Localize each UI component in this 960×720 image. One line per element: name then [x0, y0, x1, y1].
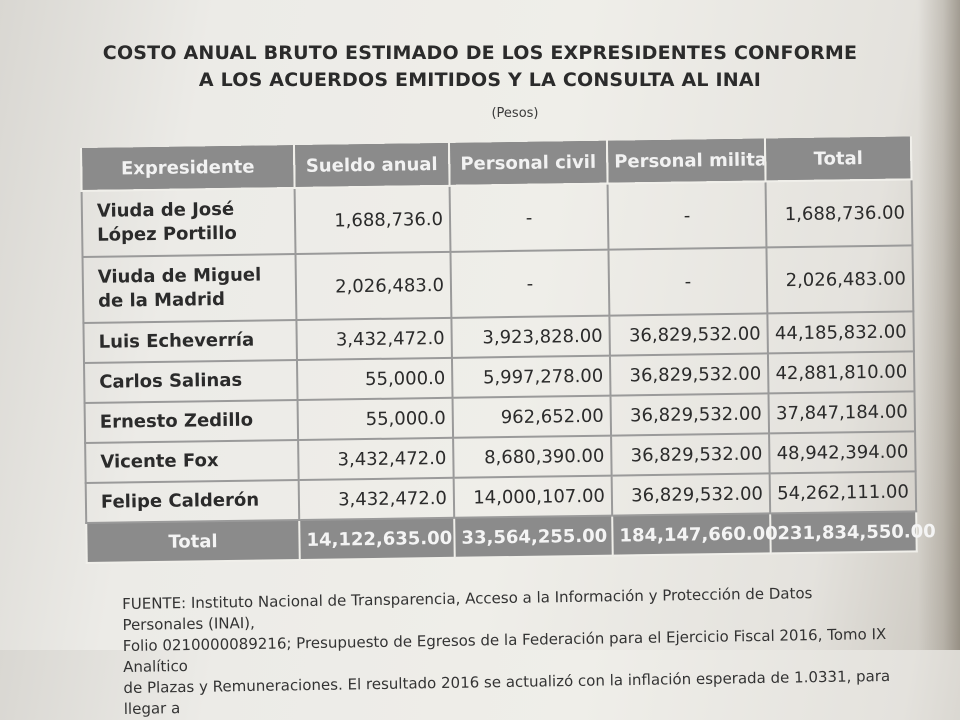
row-sueldo: 2,026,483.0: [295, 251, 452, 320]
table-row: Viuda de Miguel de la Madrid 2,026,483.0…: [82, 245, 914, 323]
row-militar: -: [608, 247, 768, 316]
row-sueldo: 3,432,472.0: [298, 477, 455, 520]
row-sueldo: 1,688,736.0: [294, 185, 451, 255]
source-footnote: FUENTE: Instituto Nacional de Transparen…: [122, 582, 894, 720]
row-name: Carlos Salinas: [84, 359, 298, 403]
row-civil: 5,997,278.00: [451, 355, 611, 398]
row-civil: 14,000,107.00: [453, 475, 613, 518]
title-line-1: COSTO ANUAL BRUTO ESTIMADO DE LOS EXPRES…: [102, 42, 858, 64]
row-sueldo: 55,000.0: [297, 397, 454, 440]
totals-civil: 33,564,255.00: [454, 515, 613, 558]
book-page-edge: [918, 0, 960, 650]
totals-militar: 184,147,660.00: [612, 513, 778, 556]
row-militar: 36,829,532.00: [611, 473, 771, 516]
row-militar: 36,829,532.00: [610, 393, 770, 436]
row-sueldo: 3,432,472.0: [298, 437, 454, 480]
row-total: 2,026,483.00: [766, 245, 914, 314]
units-subtitle: (Pesos): [491, 106, 539, 121]
row-civil: 962,652.00: [452, 395, 612, 438]
row-civil: -: [449, 183, 609, 252]
row-sueldo: 3,432,472.0: [296, 317, 452, 360]
costs-table: Expresidente Sueldo anual Personal civil…: [80, 136, 936, 564]
totals-sueldo: 14,122,635.00: [299, 517, 455, 560]
table-title: COSTO ANUAL BRUTO ESTIMADO DE LOS EXPRES…: [0, 40, 960, 94]
row-total: 54,262,111.00: [769, 471, 917, 514]
row-total: 37,847,184.00: [768, 391, 916, 434]
totals-label: Total: [86, 519, 300, 563]
row-total: 1,688,736.00: [765, 179, 913, 248]
row-total: 48,942,394.00: [769, 431, 916, 474]
row-total: 42,881,810.00: [767, 351, 915, 394]
row-civil: 8,680,390.00: [453, 435, 612, 478]
header-personal-militar: Personal militar: [606, 138, 766, 184]
row-name: Ernesto Zedillo: [84, 399, 299, 443]
row-name: Viuda de José López Portillo: [81, 188, 296, 257]
row-militar: 36,829,532.00: [609, 353, 769, 396]
row-militar: 36,829,532.00: [609, 313, 768, 356]
row-name: Viuda de Miguel de la Madrid: [82, 254, 297, 323]
row-name: Luis Echeverría: [83, 319, 297, 363]
header-personal-civil: Personal civil: [448, 140, 608, 186]
table-row: Viuda de José López Portillo 1,688,736.0…: [81, 179, 913, 257]
row-militar: -: [607, 181, 767, 250]
row-name: Felipe Calderón: [85, 479, 300, 523]
row-total: 44,185,832.00: [767, 311, 914, 354]
row-militar: 36,829,532.00: [611, 433, 770, 476]
header-sueldo-anual: Sueldo anual: [293, 142, 450, 189]
row-sueldo: 55,000.0: [296, 357, 453, 400]
row-civil: -: [450, 249, 610, 318]
header-total: Total: [764, 136, 912, 182]
title-line-2: A LOS ACUERDOS EMITIDOS Y LA CONSULTA AL…: [198, 69, 762, 91]
totals-total: 231,834,550.00: [770, 511, 936, 554]
row-name: Vicente Fox: [85, 439, 299, 483]
row-civil: 3,923,828.00: [451, 315, 610, 358]
header-expresidente: Expresidente: [80, 145, 295, 191]
